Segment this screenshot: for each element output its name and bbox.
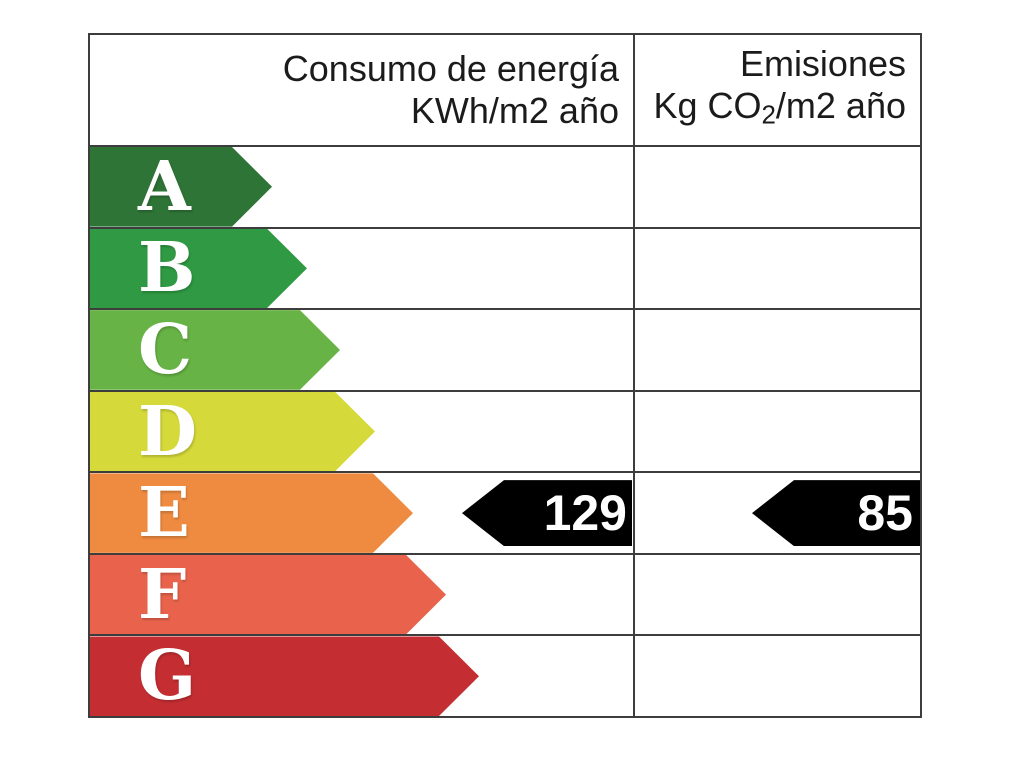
rating-letter-a: A [138,146,191,227]
rating-row-f: F [90,552,920,635]
header-consumo: Consumo de energía KWh/m2 año [90,35,635,145]
header-consumo-line2: KWh/m2 año [410,90,619,131]
consumo-value-arrow: 129 [462,480,632,547]
rating-row-d: D [90,389,920,472]
co2-prefix: Kg CO [653,85,762,127]
header-emisiones-line2: Kg CO2/m2 año [635,85,906,137]
rating-row-e: E 129 85 [90,471,920,553]
rating-row-g: G [90,634,920,716]
co2-suffix: /m2 año [775,85,906,127]
rating-bar-a: A [90,147,272,227]
rating-letter-d: D [138,391,197,472]
emisiones-value: 85 [857,485,913,542]
emisiones-value-arrow: 85 [752,480,920,547]
rating-bar-f: F [90,555,446,635]
table-header: Consumo de energía KWh/m2 año Emisiones … [90,35,920,147]
rating-letter-b: B [138,228,196,309]
rating-letter-g: G [138,636,197,717]
rating-row-b: B [90,226,920,309]
consumo-value: 129 [543,485,627,542]
rating-bar-b: B [90,229,307,309]
header-consumo-line1: Consumo de energía [282,48,619,89]
rating-bar-e: E [90,473,413,553]
rating-bar-g: G [90,636,479,716]
rating-letter-c: C [138,309,193,390]
rating-row-c: C [90,308,920,390]
header-emisiones: Emisiones Kg CO2/m2 año [635,35,920,145]
rating-bar-c: C [90,310,340,390]
rating-bar-d: D [90,392,375,472]
column-divider [633,35,635,716]
rating-letter-f: F [138,554,187,635]
rating-rows: A B C D E [90,147,920,716]
co2-subscript: 2 [761,101,776,130]
rating-letter-e: E [138,473,190,554]
rating-row-a: A [90,147,920,227]
header-emisiones-line1: Emisiones [739,43,906,85]
rating-table: Consumo de energía KWh/m2 año Emisiones … [88,33,922,718]
